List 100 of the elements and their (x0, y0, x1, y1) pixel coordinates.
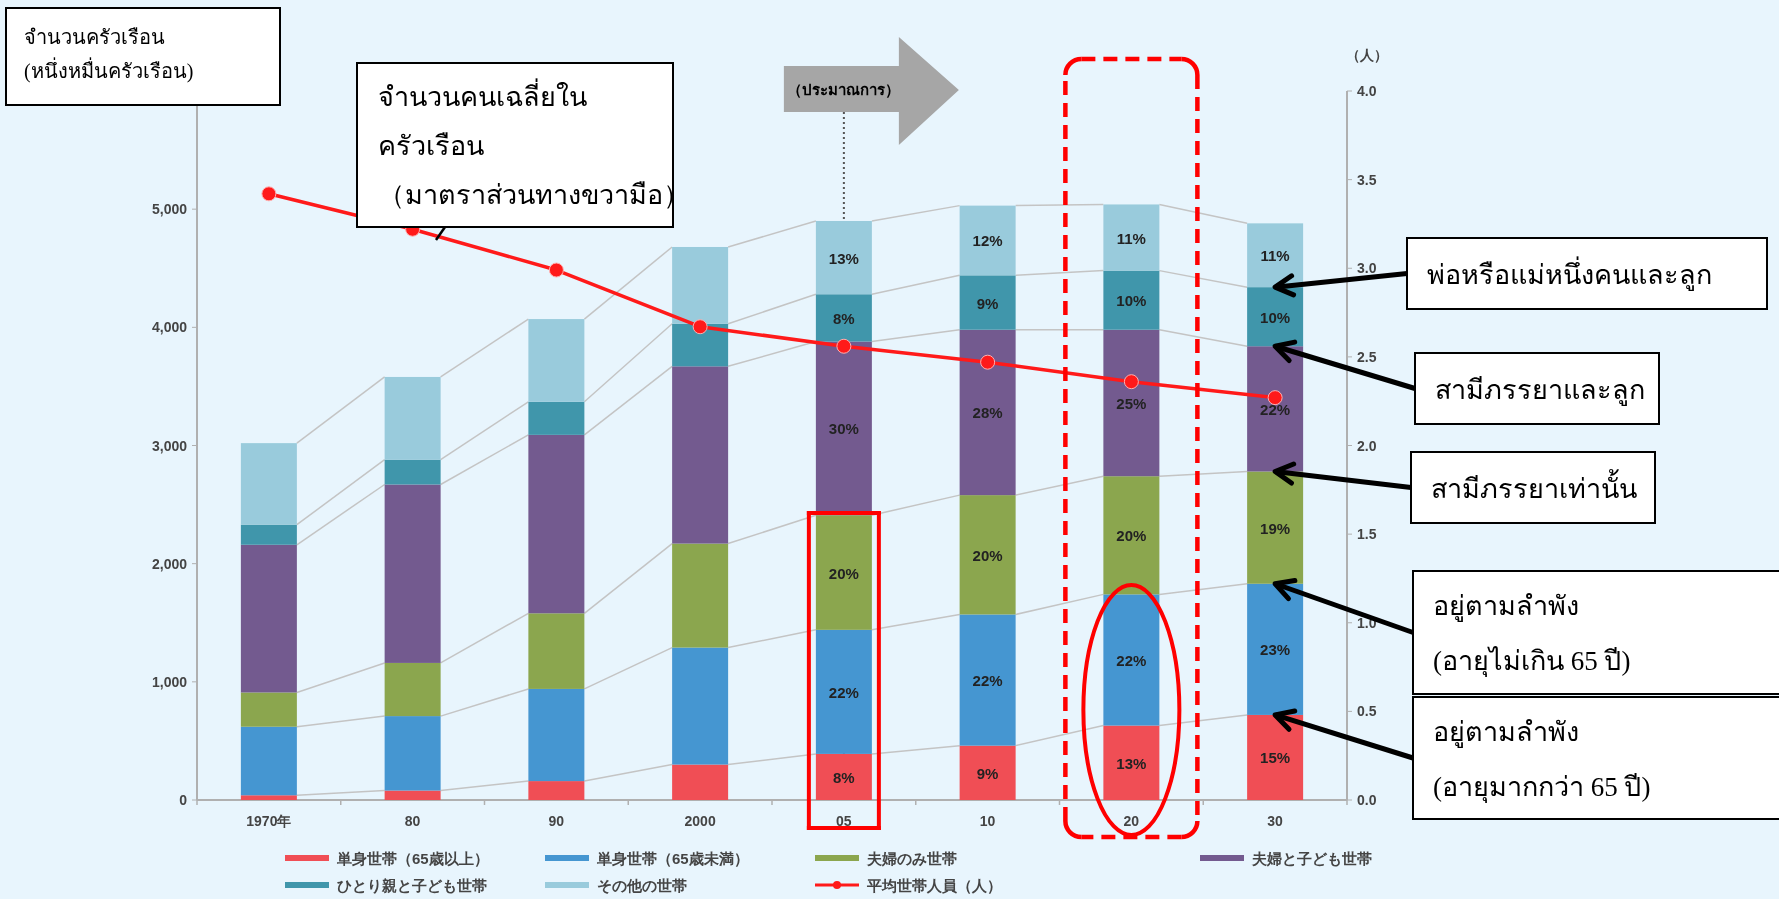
bar (1103, 725, 1160, 800)
bar (815, 220, 872, 295)
y2-tick-label: 3.0 (1357, 260, 1377, 277)
bar (1103, 476, 1160, 595)
bar (959, 205, 1016, 276)
annotation: 22% (1116, 651, 1147, 669)
annotation: 20% (828, 564, 859, 582)
y2-tick-label: 4.0 (1357, 83, 1377, 99)
bar (815, 294, 872, 342)
legend-label: 単身世帯（65歳以上） (336, 850, 489, 867)
annotation: 13% (1116, 754, 1147, 772)
annotation: 20% (972, 546, 1003, 564)
point (692, 319, 708, 335)
x-tick-label: 10 (979, 813, 996, 829)
bar (1103, 329, 1160, 477)
y-tick-label: 3,000 (151, 437, 188, 454)
bar (959, 614, 1016, 746)
legend-label: 夫婦と子ども世帯 (1251, 850, 1372, 867)
y2-tick-label: 2.0 (1357, 437, 1377, 454)
legend-label: 単身世帯（65歳未満） (596, 850, 749, 867)
point (1123, 374, 1139, 390)
y2-tick-label: 2.5 (1357, 348, 1377, 365)
bar (384, 484, 441, 663)
x-tick-label: 05 (836, 813, 852, 829)
annotation: 9% (976, 764, 999, 782)
point (980, 354, 996, 370)
bar (384, 376, 441, 460)
annotation: 22% (972, 672, 1003, 690)
bar (1103, 594, 1160, 726)
bar (240, 726, 297, 796)
bar (384, 662, 441, 717)
legend-label: 夫婦のみ世帯 (866, 850, 957, 867)
bar (528, 613, 585, 689)
y2-tick-label: 0.0 (1357, 792, 1377, 808)
bar (959, 275, 1016, 330)
x-tick-label: 90 (548, 813, 565, 829)
bar (1247, 346, 1304, 472)
bar (1247, 471, 1304, 584)
bar (528, 781, 585, 800)
annotation: อยู่ตามลำพัง (อายุมากกว่า 65 ปี) (1433, 717, 1651, 804)
annotation: สามีภรรยาเท่านั้น (1431, 469, 1637, 504)
y2-tick-label: 1.5 (1357, 526, 1377, 543)
bar (528, 434, 585, 614)
point (836, 338, 852, 354)
annotation: สามีภรรยาเท่านั้น (1272, 451, 1656, 524)
x-tick-label: 1970年 (246, 813, 292, 829)
y-tick-label: 4,000 (151, 319, 188, 336)
y-axis-title: จำนวนครัวเรือน (หนึ่งหมื่นครัวเรือน) (24, 26, 194, 83)
y-tick-label: 5,000 (151, 201, 188, 218)
bar (672, 543, 729, 648)
y-tick-label: 1,000 (151, 673, 188, 690)
point (548, 262, 564, 278)
annotation: 13% (828, 249, 859, 267)
bar (672, 764, 729, 800)
annotation: 30% (828, 420, 859, 438)
annotation: 22% (828, 683, 859, 701)
annotation: 11% (1260, 247, 1290, 265)
y-tick-label: 0 (179, 792, 188, 808)
annotation: 25% (1116, 394, 1147, 412)
bar (528, 401, 585, 435)
ref-line-label: （ประมาณการ） (787, 82, 901, 98)
annotation: 10% (1116, 292, 1147, 310)
bar (384, 459, 441, 485)
point (1267, 390, 1283, 406)
bar (240, 443, 297, 525)
annotation: 11% (1116, 229, 1146, 247)
y2-axis-title: （人） (1346, 47, 1388, 63)
annotation: 12% (972, 232, 1003, 250)
bar (959, 495, 1016, 615)
point (261, 186, 277, 202)
annotation: 8% (833, 309, 855, 327)
annotation: 10% (1260, 308, 1291, 326)
bar (815, 753, 872, 800)
bar (240, 544, 297, 693)
legend-label: ひとり親と子ども世帯 (337, 877, 487, 894)
bar (672, 647, 729, 765)
bar (815, 629, 872, 754)
bar (672, 323, 729, 367)
bar (384, 716, 441, 791)
y-tick-label: 2,000 (151, 555, 188, 572)
bar (528, 319, 585, 402)
x-tick-label: 80 (404, 813, 421, 829)
x-tick-label: 2000 (684, 813, 716, 829)
bar (1247, 223, 1304, 288)
annotation: 28% (972, 404, 1003, 422)
bar (528, 688, 585, 782)
legend-label: 平均世帯人員（人） (866, 877, 1002, 894)
bar (672, 246, 729, 324)
bar (240, 692, 297, 727)
bar (240, 524, 297, 545)
bar (384, 790, 441, 800)
annotation: 9% (976, 294, 999, 312)
annotation: สามีภรรยาและลูก (1435, 375, 1645, 406)
annotation: 23% (1260, 641, 1291, 659)
ylabel: จำนวนครัวเรือน (หนึ่งหมื่นครัวเรือน) (5, 7, 281, 106)
annotation: 20% (1116, 527, 1147, 545)
annotation: จำนวนคนเฉลี่ยใน ครัวเรือน （มาตราส่วนทางขวามือ） (378, 78, 690, 210)
annotation: 8% (833, 768, 855, 786)
bar (1103, 270, 1160, 330)
bar (1103, 204, 1160, 271)
